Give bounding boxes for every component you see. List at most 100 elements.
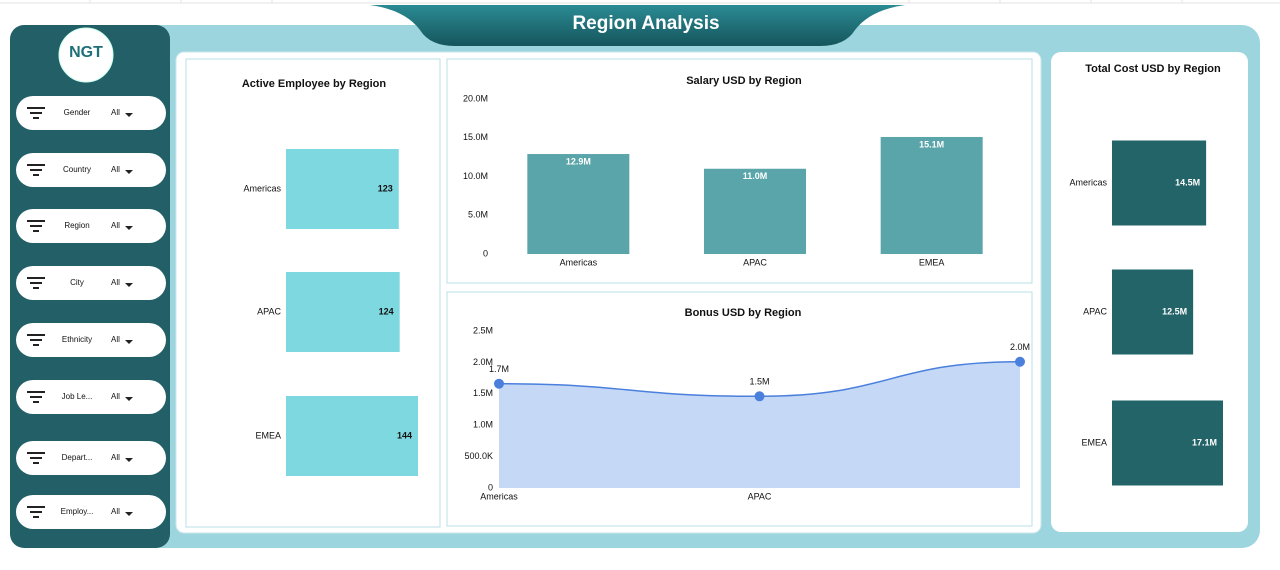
filter-icon [27, 506, 45, 518]
bar [704, 168, 806, 254]
data-label: 1.7M [489, 364, 509, 374]
filter-value: All [111, 278, 120, 287]
category-label: APAC [1083, 306, 1107, 316]
filter[interactable]: Job Le... All [16, 380, 166, 414]
x-tick-label: EMEA [919, 257, 945, 267]
dropdown-caret [125, 226, 133, 230]
dropdown-caret [125, 397, 133, 401]
filter-value: All [111, 221, 120, 230]
y-tick-label: 1.0M [473, 420, 493, 430]
bar [527, 154, 630, 254]
data-label: 124 [379, 306, 394, 316]
chart-title: Salary USD by Region [686, 75, 802, 87]
chart-title: Total Cost USD by Region [1085, 63, 1221, 75]
filter-pill [16, 380, 166, 414]
data-label: 1.5M [749, 377, 769, 387]
point [754, 391, 765, 402]
filter-label: Depart... [62, 453, 93, 462]
x-tick-label: APAC [743, 257, 767, 267]
logo-text: NGT [69, 44, 103, 61]
bar [286, 396, 418, 476]
bar [1112, 269, 1194, 355]
filter-value: All [111, 392, 120, 401]
filter-value: All [111, 507, 120, 516]
y-tick-label: 15.0M [463, 132, 488, 142]
filter-icon [27, 391, 45, 403]
y-tick-label: 500.0K [464, 451, 493, 461]
dropdown-caret [125, 340, 133, 344]
filter-pill [16, 441, 166, 475]
filter-label: Employ... [61, 507, 94, 516]
category-label: Americas [1069, 177, 1107, 187]
filter-pill [16, 323, 166, 357]
bar [286, 272, 400, 352]
data-label: 123 [378, 183, 393, 193]
filter[interactable]: City All [16, 266, 166, 300]
filter-label: Ethnicity [62, 335, 92, 344]
y-tick-label: 2.0M [473, 357, 493, 367]
filter-icon [27, 334, 45, 346]
filter-icon [27, 452, 45, 464]
filter[interactable]: Gender All [16, 96, 166, 130]
filter[interactable]: Country All [16, 153, 166, 187]
filter-icon [27, 164, 45, 176]
y-tick-label: 0 [488, 482, 493, 492]
x-tick-label: APAC [748, 491, 772, 501]
data-label: 12.5M [1162, 306, 1187, 316]
filter-label: City [70, 278, 84, 287]
data-label: 17.1M [1192, 437, 1217, 447]
filter-label: Region [64, 221, 89, 230]
filter-pill [16, 266, 166, 300]
x-tick-label: Americas [480, 491, 518, 501]
sheet-grid [0, 0, 1280, 4]
filter-pill [16, 153, 166, 187]
dropdown-caret [125, 170, 133, 174]
filter-label: Job Le... [62, 392, 93, 401]
filter[interactable]: Employ... All [16, 495, 166, 529]
filter-icon [27, 107, 45, 119]
dropdown-caret [125, 512, 133, 516]
logo [58, 27, 114, 83]
point [1015, 356, 1025, 367]
dropdown-caret [125, 283, 133, 287]
filter-icon [27, 277, 45, 289]
filter-pill [16, 495, 166, 529]
category-label: EMEA [1081, 437, 1107, 447]
data-label: 11.0M [743, 171, 768, 181]
filter-pill [16, 209, 166, 243]
data-label: 14.5M [1175, 177, 1200, 187]
data-label: 2.0M [1010, 342, 1030, 352]
filter[interactable]: Depart... All [16, 441, 166, 475]
chart-title: Bonus USD by Region [685, 307, 802, 319]
filter-label: Gender [64, 108, 91, 117]
area [499, 361, 1020, 488]
category-label: Americas [243, 183, 281, 193]
filter-pill [16, 96, 166, 130]
y-tick-label: 5.0M [468, 210, 488, 220]
filter-value: All [111, 453, 120, 462]
filter-value: All [111, 165, 120, 174]
y-tick-label: 10.0M [463, 171, 488, 181]
data-label: 144 [397, 430, 412, 440]
point [494, 378, 504, 389]
page-title: Region Analysis [572, 13, 719, 34]
y-tick-label: 2.5M [473, 325, 493, 335]
bar [1112, 140, 1207, 226]
filter-value: All [111, 108, 120, 117]
category-label: EMEA [255, 430, 281, 440]
data-label: 15.1M [919, 139, 944, 149]
dropdown-caret [125, 113, 133, 117]
category-label: APAC [257, 306, 281, 316]
header-tab [370, 5, 905, 46]
data-label: 12.9M [566, 156, 591, 166]
filter[interactable]: Ethnicity All [16, 323, 166, 357]
x-tick-label: Americas [560, 257, 598, 267]
bar [880, 136, 983, 254]
bar [286, 149, 399, 229]
bar [1112, 400, 1223, 486]
y-tick-label: 1.5M [473, 388, 493, 398]
y-tick-label: 20.0M [463, 93, 488, 103]
filter-icon [27, 220, 45, 232]
filter[interactable]: Region All [16, 209, 166, 243]
